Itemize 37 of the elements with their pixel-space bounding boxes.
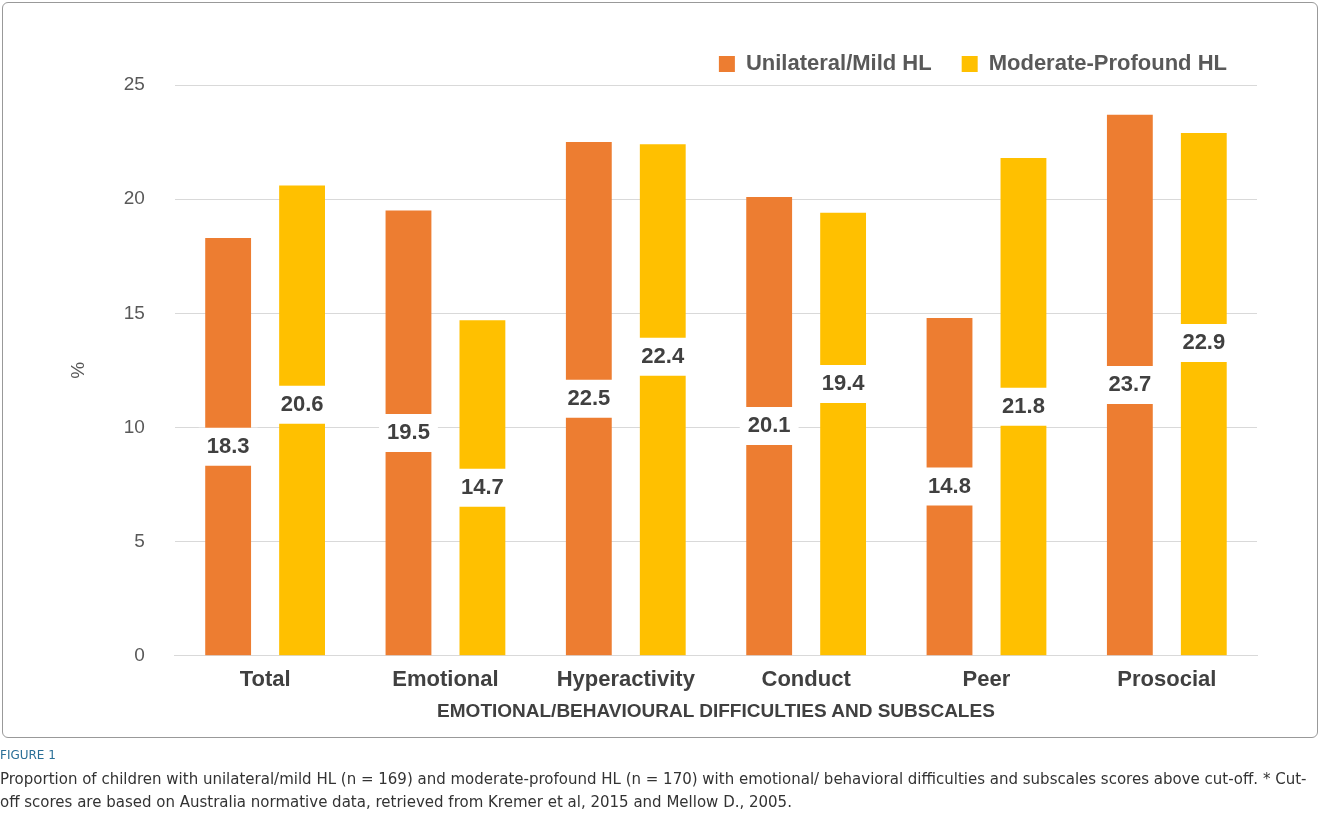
x-tick-label: Total	[239, 666, 291, 692]
y-tick-label: 15	[123, 301, 145, 323]
bar	[820, 212, 867, 656]
y-tick-label: 0	[134, 644, 145, 666]
x-tick-label: Emotional	[392, 666, 499, 692]
y-tick-label: 10	[123, 415, 145, 437]
data-label: 23.7	[1108, 371, 1152, 397]
data-label: 21.8	[1002, 392, 1045, 418]
data-label: 18.3	[206, 432, 250, 458]
legend-label: Moderate-Profound HL	[988, 50, 1228, 76]
x-axis-title: EMOTIONAL/BEHAVIOURAL DIFFICULTIES AND SUBSCALES	[437, 699, 995, 721]
caption: FIGURE 1	[0, 748, 57, 762]
bar	[565, 142, 612, 656]
y-tick-label: 5	[134, 529, 145, 551]
data-label: 19.4	[821, 370, 866, 396]
text: Proportion of children with unilateral/mild HL (n = 169) and moderate-profound HL (n = 170) with emotional/ behavioral difficulties and subscales scores above cut-off. * Cut-off scores are based on Australia normative data, retrieved from Kremer et al, 2015 and Mellow D., 2005.	[0, 769, 1308, 813]
data-label: 20.6	[280, 390, 324, 416]
y-axis-title: %	[66, 361, 88, 379]
y-tick-label: 25	[123, 73, 145, 95]
x-tick-label: Peer	[962, 666, 1011, 692]
bar	[279, 185, 325, 656]
bar	[1106, 114, 1153, 656]
x-tick-label: Prosocial	[1117, 666, 1217, 692]
bar	[1000, 158, 1047, 656]
bar	[639, 144, 686, 656]
legend-label: Unilateral/Mild HL	[745, 50, 932, 76]
data-label: 14.8	[928, 472, 971, 498]
x-tick-label: Conduct	[761, 666, 852, 692]
data-label: 22.9	[1182, 329, 1226, 355]
data-label: 22.5	[567, 384, 611, 410]
data-label: 20.1	[747, 412, 791, 438]
x-tick-label: Hyperactivity	[556, 666, 696, 692]
y-tick-label: 20	[123, 187, 145, 209]
data-label: 19.5	[387, 419, 430, 444]
bar	[1180, 132, 1227, 656]
data-label: 22.4	[641, 342, 685, 368]
data-label: 14.7	[461, 473, 504, 499]
